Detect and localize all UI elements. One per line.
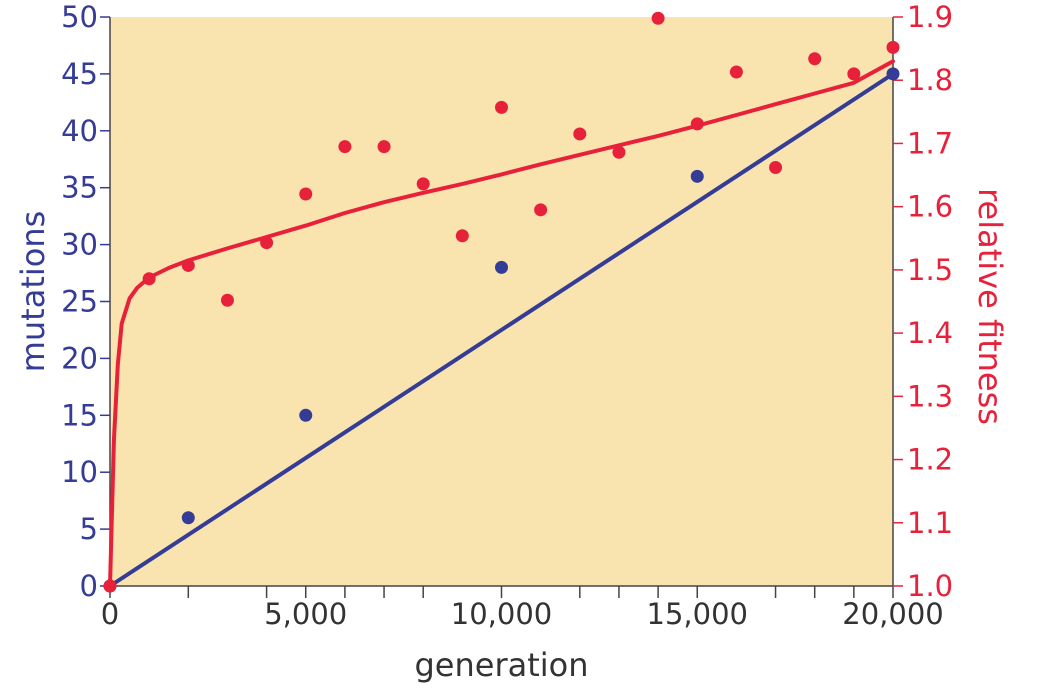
fitness-point — [495, 100, 508, 114]
y-right-tick-label: 1.0 — [907, 569, 953, 603]
y-left-tick-label: 5 — [80, 512, 98, 546]
y-right-tick-label: 1.9 — [907, 0, 953, 34]
y-right-tick-label: 1.3 — [907, 379, 953, 413]
x-tick-label: 0 — [101, 597, 119, 631]
y-right-tick-label: 1.2 — [907, 443, 953, 477]
fitness-point — [455, 229, 469, 243]
fitness-point — [142, 272, 156, 286]
fitness-point — [847, 67, 861, 81]
y-right-axis-title: relative fitness — [971, 188, 1009, 425]
fitness-point — [886, 40, 900, 54]
fitness-point — [769, 160, 783, 174]
y-left-tick-label: 50 — [61, 0, 98, 34]
y-left-tick-label: 35 — [61, 171, 98, 205]
y-left-tick-label: 20 — [61, 341, 98, 375]
y-left-tick-label: 0 — [80, 569, 98, 603]
y-left-axis-title: mutations — [14, 211, 52, 373]
fitness-point — [612, 145, 626, 159]
fitness-point — [181, 258, 195, 272]
fitness-point — [220, 293, 234, 307]
fitness-point — [808, 52, 822, 66]
y-right-tick-label: 1.4 — [907, 316, 953, 350]
y-left-tick-label: 10 — [61, 455, 98, 489]
fitness-point — [573, 127, 587, 141]
y-left-tick-label: 40 — [61, 114, 98, 148]
y-right-tick-label: 1.8 — [907, 63, 953, 97]
mutations-point — [495, 260, 508, 274]
mutations-fit-line — [108, 71, 895, 588]
fitness-point — [651, 11, 665, 25]
y-left-tick-label: 25 — [61, 285, 98, 319]
data-points — [103, 11, 900, 593]
fitness-point — [299, 187, 313, 201]
fitness-point — [260, 236, 274, 250]
y-left-tick-label: 45 — [61, 57, 98, 91]
x-tick-label: 5,000 — [264, 597, 347, 631]
mutations-point — [886, 67, 900, 81]
y-right-tick-label: 1.6 — [907, 190, 953, 224]
fitness-point — [534, 203, 548, 217]
fitness-point — [103, 579, 117, 593]
fitness-point — [729, 65, 743, 79]
y-left-tick-label: 30 — [61, 228, 98, 262]
mutations-point — [181, 511, 195, 525]
x-minor-ticks — [109, 586, 894, 598]
x-tick-label: 15,000 — [647, 597, 748, 631]
x-axis-title: generation — [414, 646, 588, 684]
y-right-tick-label: 1.5 — [907, 253, 953, 287]
tick-labels: 0 5,000 10,000 15,000 20,000 0 5 10 15 20 25 30 35 40… — [61, 0, 953, 631]
x-tick-label: 20,000 — [842, 597, 943, 631]
y-right-tick-label: 1.7 — [907, 126, 953, 160]
mutations-point — [299, 408, 313, 422]
fit-lines — [108, 59, 895, 588]
fitness-point — [416, 177, 430, 191]
fitness-fit-line — [108, 59, 895, 588]
y-left-tick-label: 15 — [61, 398, 98, 432]
fitness-point — [377, 140, 391, 154]
mutations-point — [690, 169, 704, 183]
fitness-point — [690, 117, 704, 131]
x-tick-label: 10,000 — [451, 597, 552, 631]
y-right-tick-label: 1.1 — [907, 506, 953, 540]
fitness-point — [338, 140, 352, 154]
